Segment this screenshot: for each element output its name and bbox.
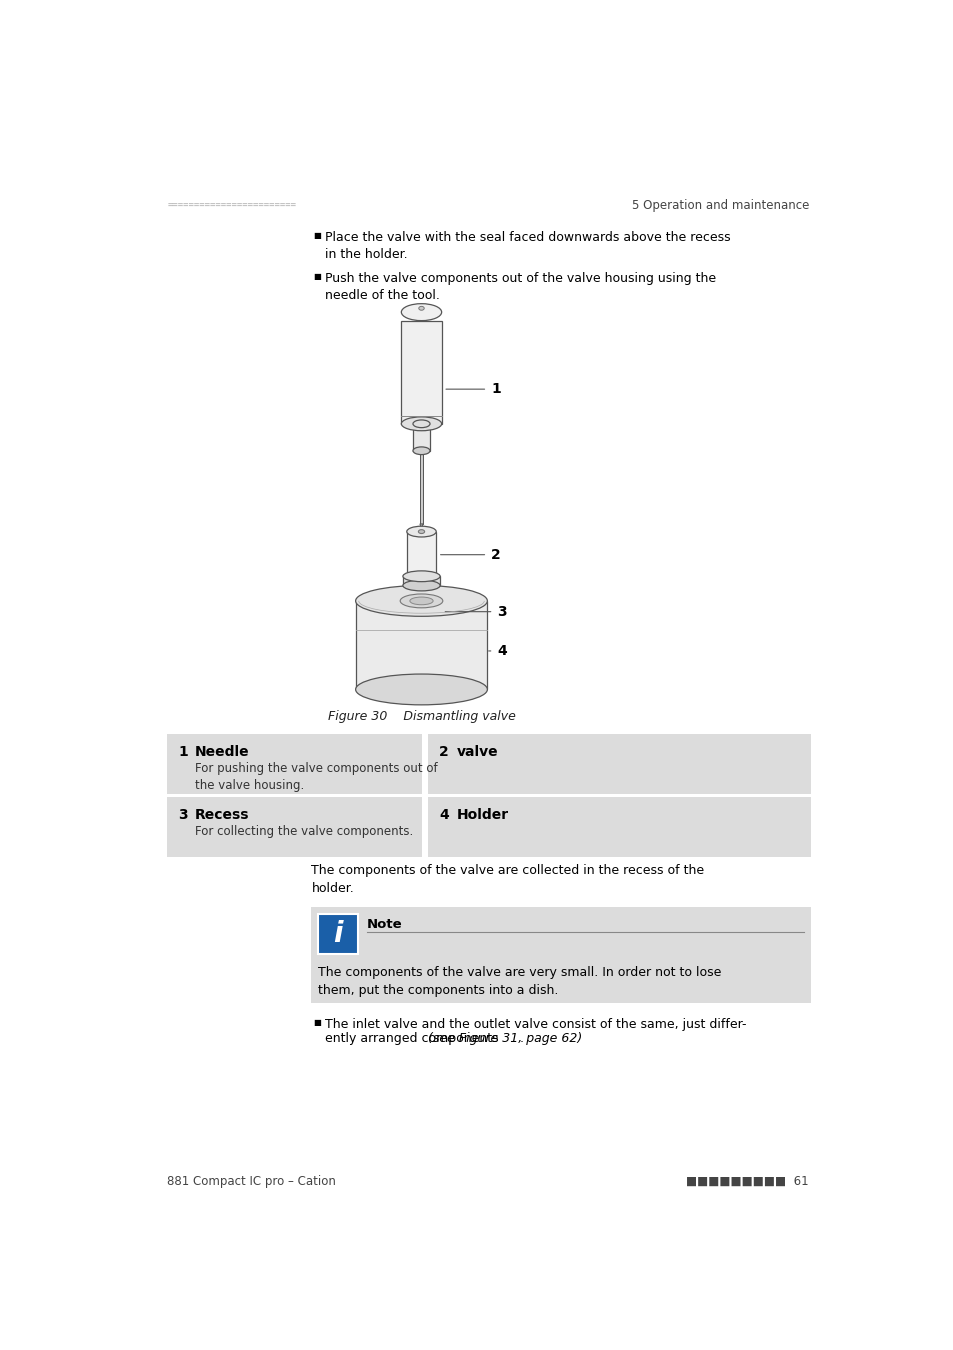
Text: Note: Note xyxy=(367,918,402,932)
Bar xyxy=(311,907,810,1003)
Bar xyxy=(428,798,810,857)
Text: The components of the valve are collected in the recess of the
holder.: The components of the valve are collecte… xyxy=(311,864,704,895)
Bar xyxy=(428,734,810,794)
Text: For collecting the valve components.: For collecting the valve components. xyxy=(195,825,413,838)
Text: Holder: Holder xyxy=(456,809,508,822)
Ellipse shape xyxy=(418,529,424,533)
Bar xyxy=(402,576,439,586)
Text: Push the valve components out of the valve housing using the
needle of the tool.: Push the valve components out of the val… xyxy=(325,273,716,302)
Text: 5 Operation and maintenance: 5 Operation and maintenance xyxy=(631,198,808,212)
Text: 4: 4 xyxy=(497,644,507,657)
Text: 2: 2 xyxy=(439,745,449,759)
Text: ■: ■ xyxy=(313,273,320,281)
Text: Needle: Needle xyxy=(195,745,250,759)
Bar xyxy=(406,532,436,576)
Text: ■: ■ xyxy=(313,231,320,240)
Ellipse shape xyxy=(401,304,441,320)
Text: 881 Compact IC pro – Cation: 881 Compact IC pro – Cation xyxy=(167,1174,335,1188)
Ellipse shape xyxy=(413,447,430,455)
Text: 2: 2 xyxy=(491,548,500,562)
Ellipse shape xyxy=(399,594,442,608)
Bar xyxy=(167,734,422,794)
Ellipse shape xyxy=(402,571,439,582)
Bar xyxy=(317,914,357,953)
Text: Figure 30    Dismantling valve: Figure 30 Dismantling valve xyxy=(327,710,515,724)
Text: ■■■■■■■■■  61: ■■■■■■■■■ 61 xyxy=(685,1174,808,1188)
Bar xyxy=(355,601,487,690)
Text: valve: valve xyxy=(456,745,497,759)
Text: i: i xyxy=(333,919,342,948)
Text: ■: ■ xyxy=(313,1018,320,1027)
Text: .: . xyxy=(518,1033,523,1045)
Bar xyxy=(419,451,422,524)
Text: 4: 4 xyxy=(439,809,449,822)
Bar xyxy=(413,424,430,451)
Text: ========================: ======================== xyxy=(167,201,296,209)
Text: Place the valve with the seal faced downwards above the recess
in the holder.: Place the valve with the seal faced down… xyxy=(325,231,730,262)
Ellipse shape xyxy=(410,597,433,605)
Text: 1: 1 xyxy=(491,382,500,396)
Ellipse shape xyxy=(418,306,424,310)
Text: ently arranged components: ently arranged components xyxy=(325,1033,502,1045)
Bar xyxy=(167,798,422,857)
Text: 3: 3 xyxy=(178,809,188,822)
Ellipse shape xyxy=(401,417,441,431)
Ellipse shape xyxy=(406,526,436,537)
Ellipse shape xyxy=(355,674,487,705)
Ellipse shape xyxy=(402,580,439,591)
Bar xyxy=(401,320,441,424)
Text: For pushing the valve components out of
the valve housing.: For pushing the valve components out of … xyxy=(195,761,437,792)
Polygon shape xyxy=(419,524,422,531)
Text: (see Figure 31, page 62): (see Figure 31, page 62) xyxy=(428,1033,581,1045)
Bar xyxy=(317,914,357,953)
Ellipse shape xyxy=(413,420,430,428)
Text: 3: 3 xyxy=(497,605,507,618)
Text: Recess: Recess xyxy=(195,809,250,822)
Text: The components of the valve are very small. In order not to lose
them, put the c: The components of the valve are very sma… xyxy=(317,965,720,996)
Ellipse shape xyxy=(355,586,487,617)
Text: 1: 1 xyxy=(178,745,188,759)
Text: The inlet valve and the outlet valve consist of the same, just differ-: The inlet valve and the outlet valve con… xyxy=(325,1018,746,1031)
